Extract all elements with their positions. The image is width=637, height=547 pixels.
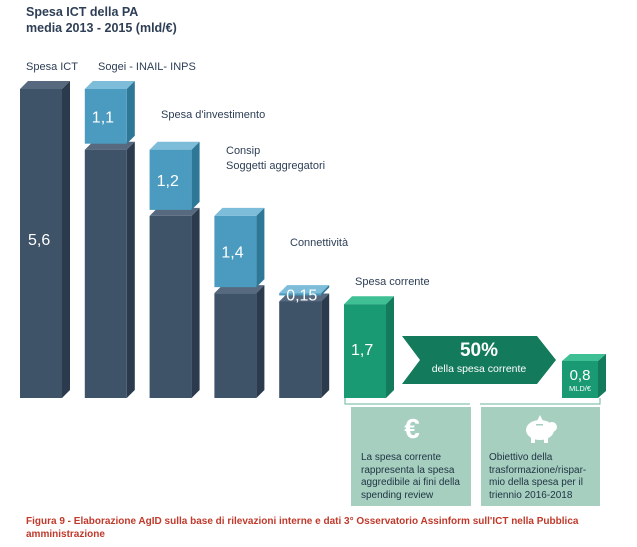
value-label-4: 0,15	[286, 287, 317, 304]
chart-title-line2: media 2013 - 2015 (mld/€)	[26, 21, 177, 35]
bar-remaining-4-side	[321, 293, 330, 398]
bar-segment-4-top	[279, 285, 330, 294]
value-label-2: 1,2	[157, 173, 179, 190]
saving-arrow	[402, 336, 556, 384]
saving-bar-side	[598, 354, 606, 398]
saving-percent-sub: della spesa corrente	[431, 363, 527, 375]
label-connettivita: Connettività	[290, 237, 349, 249]
bar-segment-3	[214, 215, 257, 288]
bar-remaining-1-side	[126, 141, 135, 399]
bar-remaining-2	[149, 215, 192, 398]
label-sogei: Sogei - INAIL- INPS	[98, 61, 196, 73]
saving-unit: MLD/€	[568, 384, 592, 393]
bar-segment-1	[84, 89, 127, 144]
info-box-left-text: La spesa corrente rappresenta la spesa a…	[361, 452, 469, 502]
euro-icon: €	[404, 413, 420, 444]
bar-segment-3-side	[256, 207, 265, 288]
info-left-line: La spesa corrente	[361, 452, 442, 463]
saving-percent-block: 50% della spesa corrente	[420, 340, 538, 376]
value-label-5: 1,7	[351, 342, 373, 359]
saving-percent: 50%	[459, 340, 499, 361]
figure-caption: Figura 9 - Elaborazione AgID sulla base …	[26, 516, 579, 540]
value-label-0: 5,6	[28, 232, 50, 249]
info-right-line: trasformazione/rispar-	[489, 464, 587, 476]
saving-value: 0,8	[569, 367, 591, 384]
label-spesa-corrente: Spesa corrente	[355, 276, 430, 288]
connector-left	[344, 398, 470, 405]
info-box-right-text: Obiettivo della trasformazione/rispar- m…	[489, 452, 597, 502]
saving-value-block: 0,8 MLD/€	[560, 367, 600, 394]
bar-segment-1-top	[84, 81, 135, 89]
label-spesa-ict: Spesa ICT	[26, 61, 78, 73]
bar-segment-3-top	[214, 207, 265, 216]
info-box-left	[351, 407, 471, 506]
chart-title: Spesa ICT della PA media 2013 - 2015 (ml…	[26, 4, 177, 36]
info-right-line: Obiettivo della	[489, 452, 553, 463]
chart-title-line1: Spesa ICT della PA	[26, 5, 139, 19]
bar-remaining-2-top	[149, 207, 200, 216]
info-left-line: spending review	[361, 489, 434, 501]
bar-spesa-ict	[20, 89, 62, 398]
label-soggetti-aggregatori: Soggetti aggregatori	[226, 160, 326, 172]
bar-segment-1-side	[126, 81, 135, 144]
bar-remaining-4	[279, 301, 322, 398]
bar-spesa-corrente-top	[344, 296, 394, 305]
label-consip: Consip	[226, 145, 261, 157]
bar-remaining-3	[214, 293, 257, 398]
saving-bar	[562, 361, 598, 398]
info-right-line: triennio 2016-2018	[489, 489, 573, 501]
bar-segment-2-side	[191, 141, 200, 210]
info-left-line: aggredibile ai fini della	[361, 477, 460, 488]
bar-remaining-3-side	[256, 285, 265, 398]
bar-segment-4	[279, 293, 322, 296]
piggy-bank-icon	[526, 415, 557, 443]
info-left-line: rappresenta la spesa	[361, 464, 455, 476]
bar-spesa-corrente	[344, 304, 386, 398]
bar-spesa-corrente-side	[386, 296, 394, 398]
label-investimento: Spesa d'investimento	[161, 109, 266, 121]
connector-right	[480, 398, 601, 405]
bar-remaining-2-side	[191, 207, 200, 398]
info-right-line: mio della spesa per il	[489, 477, 583, 488]
bar-remaining-1	[84, 149, 127, 398]
bar-segment-2	[149, 149, 192, 210]
value-label-3: 1,4	[221, 245, 243, 262]
bar-spesa-ict-side	[62, 81, 70, 398]
bar-segment-4-side	[321, 285, 330, 296]
bar-spesa-ict-top	[20, 81, 70, 89]
value-label-1: 1,1	[92, 109, 114, 126]
bar-segment-2-top	[149, 141, 200, 150]
saving-bar-top	[562, 354, 606, 361]
